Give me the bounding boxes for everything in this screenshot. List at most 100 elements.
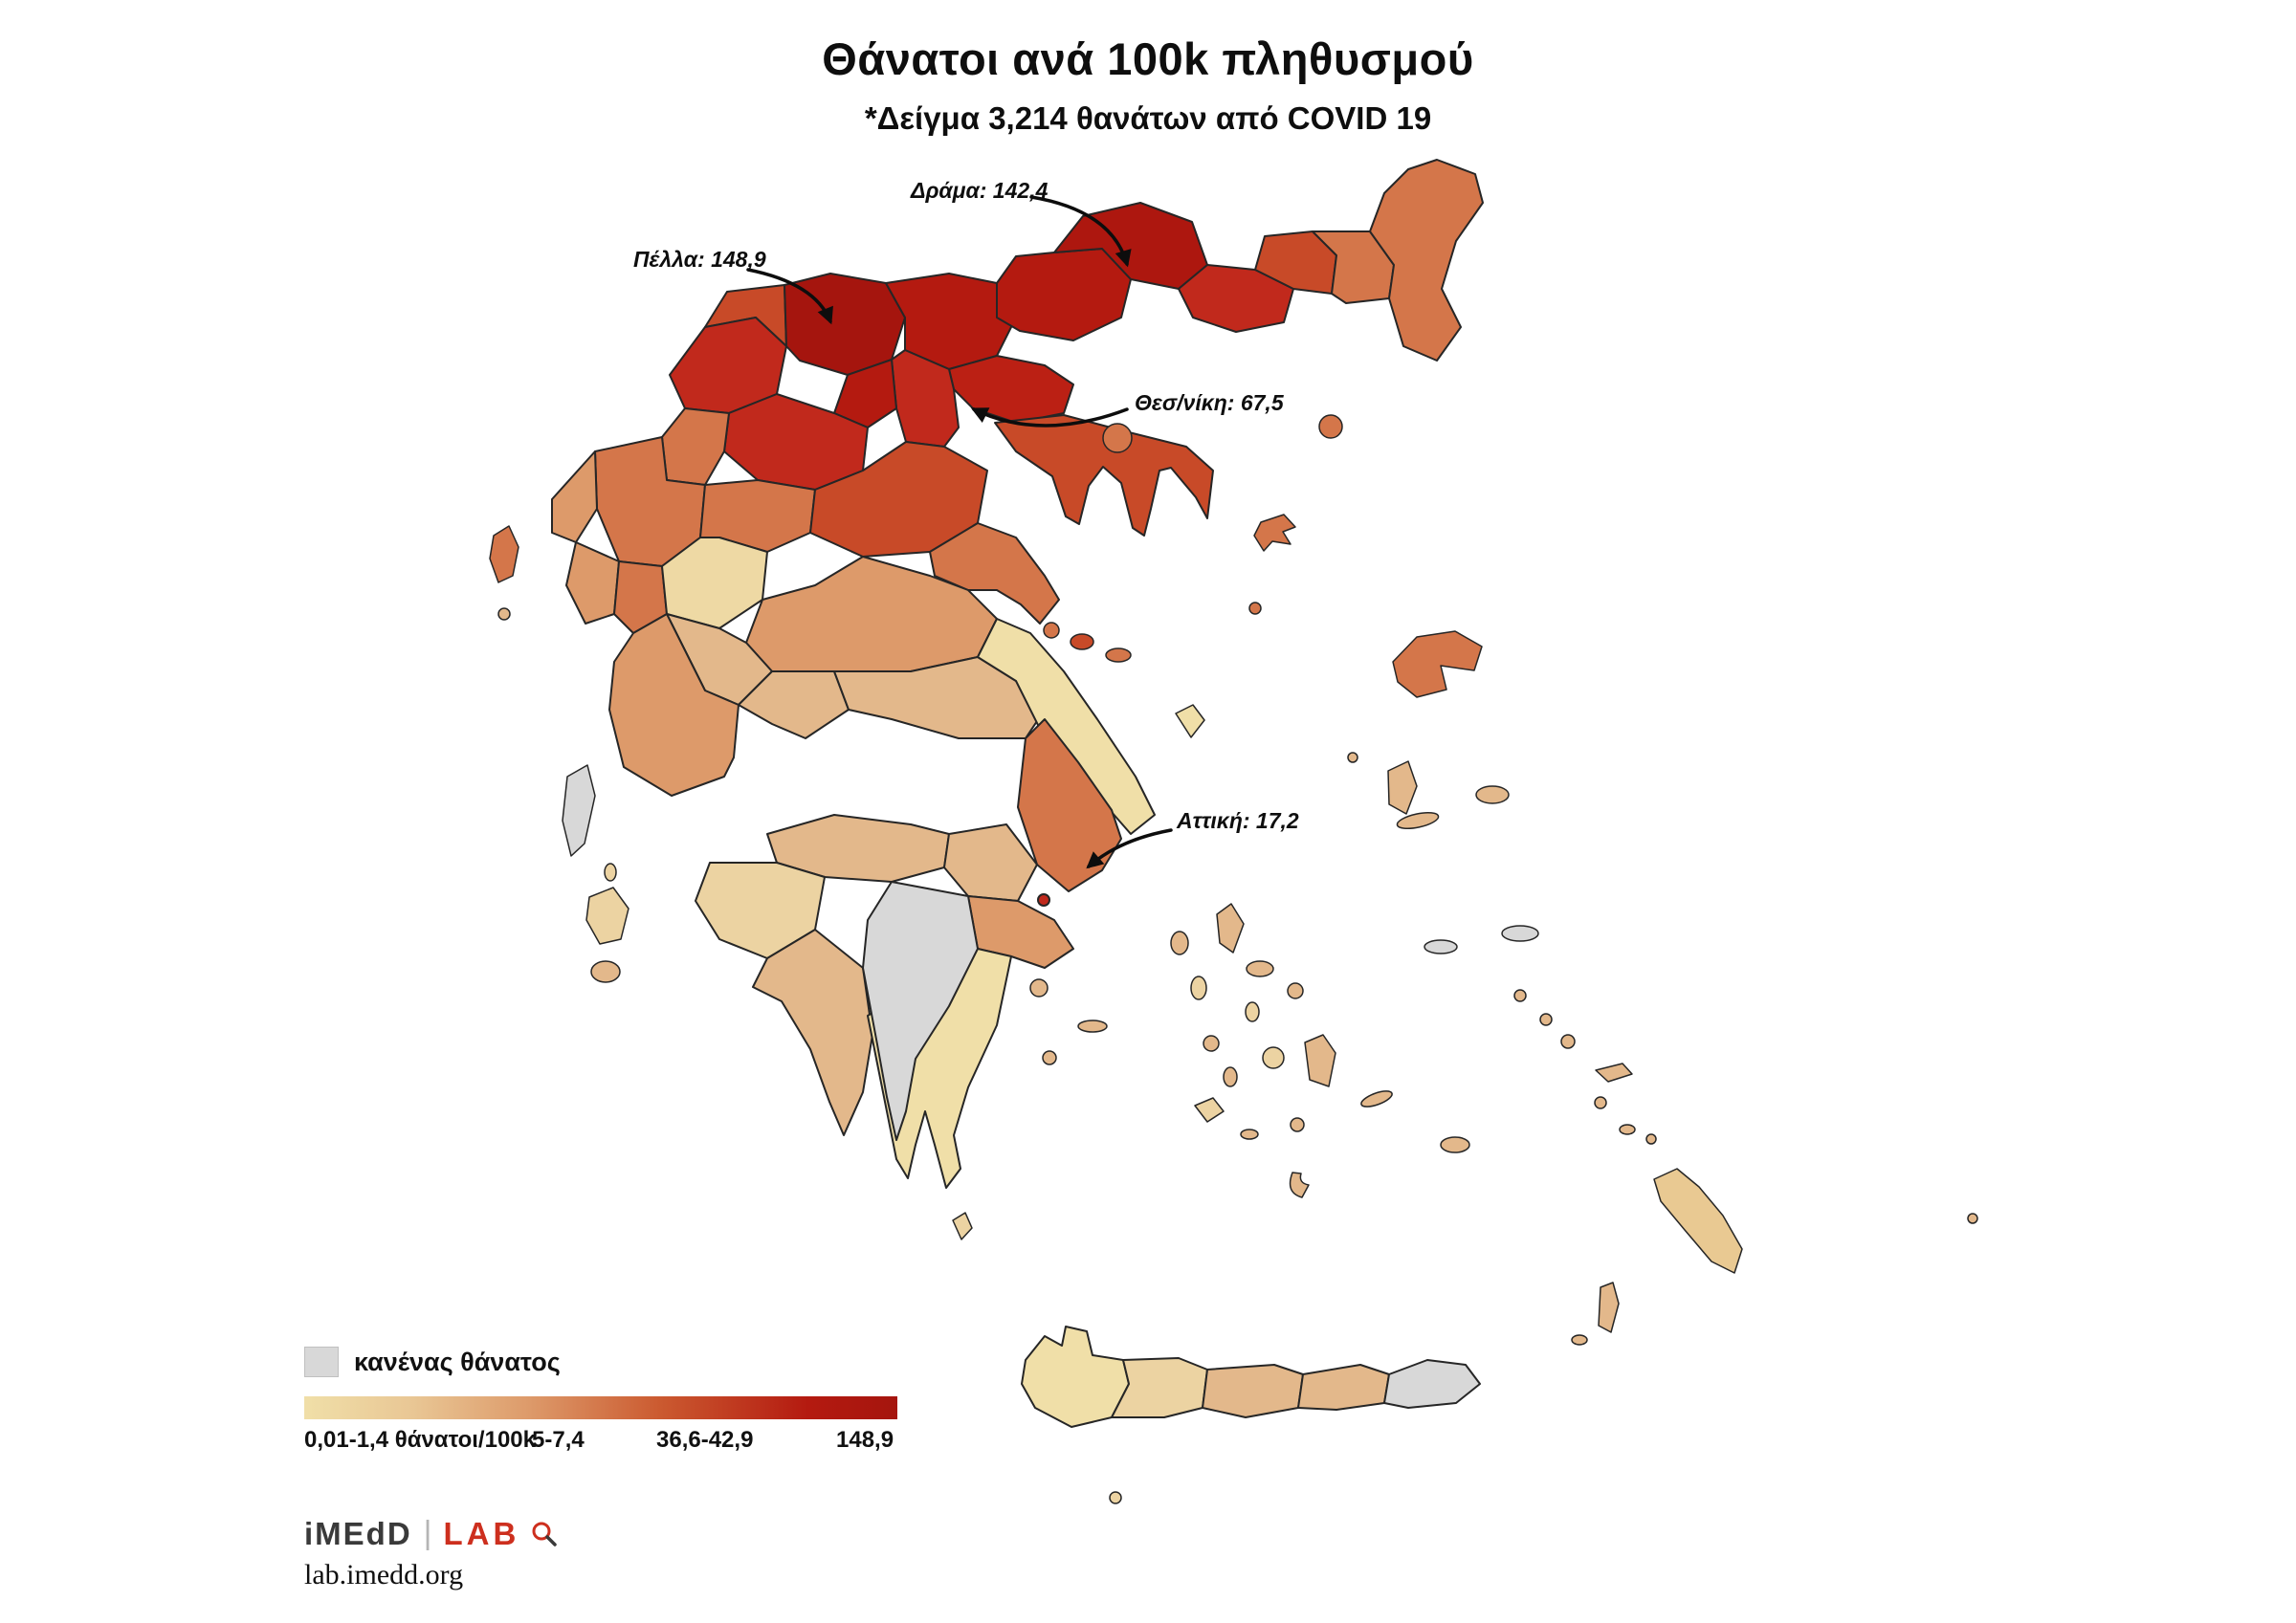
legend: κανένας θάνατος 0,01-1,4 θάνατοι/100k 5-… xyxy=(304,1347,974,1458)
island-andros xyxy=(1216,903,1245,954)
header: Θάνατοι ανά 100k πληθυσμού *Δείγμα 3,214… xyxy=(0,33,2296,137)
island-paxoi xyxy=(497,607,511,621)
site-url: lab.imedd.org xyxy=(304,1559,464,1590)
region-thesprotia xyxy=(551,450,598,543)
island-serifos xyxy=(1203,1035,1220,1052)
island-syros xyxy=(1245,1001,1260,1022)
island-aegina xyxy=(1029,978,1049,998)
region-attica xyxy=(1017,718,1122,892)
island-samothraki xyxy=(1318,414,1343,439)
island-gray-2 xyxy=(1501,925,1539,942)
island-kos xyxy=(1595,1063,1633,1083)
color-scale-ticks: 0,01-1,4 θάνατοι/100k 5-7,4 36,6-42,9 14… xyxy=(304,1427,974,1458)
page-title: Θάνατοι ανά 100k πληθυσμού xyxy=(822,33,1474,84)
region-pieria xyxy=(891,349,960,448)
magnifier-icon xyxy=(532,1522,558,1546)
island-limnos xyxy=(1253,514,1296,552)
arrow-drama xyxy=(1029,195,1132,268)
island-kefalonia xyxy=(585,887,629,945)
island-folegandros xyxy=(1240,1129,1259,1140)
island-ios xyxy=(1290,1117,1305,1132)
island-samos xyxy=(1475,785,1510,804)
region-chalkidiki xyxy=(994,414,1214,537)
arrow-thessaloniki xyxy=(970,407,1129,428)
island-kasos xyxy=(1571,1334,1588,1346)
island-santorini xyxy=(1289,1172,1310,1198)
region-corinthia xyxy=(943,823,1038,902)
island-zakynthos xyxy=(590,960,621,983)
color-scale-bar xyxy=(304,1396,897,1419)
region-rethymno xyxy=(1111,1357,1208,1418)
island-ikaria xyxy=(1396,812,1440,829)
region-grevena xyxy=(661,407,730,486)
region-evros xyxy=(1369,159,1484,362)
island-mykonos xyxy=(1287,982,1304,999)
island-kythira xyxy=(952,1212,973,1240)
island-amorgos xyxy=(1360,1090,1393,1108)
scale-tick-mid: 36,6-42,9 xyxy=(656,1427,754,1453)
scale-tick-max: 148,9 xyxy=(836,1427,894,1453)
island-sifnos xyxy=(1223,1066,1238,1087)
region-lasithi-east xyxy=(1383,1359,1481,1409)
arrow-pella xyxy=(746,268,833,325)
island-hydra xyxy=(1077,1020,1108,1033)
annotation-drama: Δράμα: 142,4 xyxy=(911,178,1049,203)
region-thessaloniki xyxy=(948,355,1074,424)
island-nisyros xyxy=(1594,1096,1607,1109)
arrow-attica xyxy=(1086,828,1173,869)
island-lefkada xyxy=(562,764,596,857)
annotation-thessaloniki: Θεσ/νίκη: 67,5 xyxy=(1135,390,1284,415)
island-skyros xyxy=(1175,704,1205,738)
island-symi xyxy=(1645,1133,1657,1145)
island-patmos xyxy=(1513,989,1527,1002)
island-ithaki xyxy=(604,863,617,882)
island-tilos xyxy=(1619,1124,1636,1135)
region-larissa xyxy=(809,441,988,558)
island-lesvos xyxy=(1392,630,1483,698)
island-paros xyxy=(1262,1046,1285,1069)
island-kalymnos xyxy=(1560,1034,1576,1049)
island-skiathos xyxy=(1043,622,1060,639)
region-messinia xyxy=(752,929,873,1136)
island-leros xyxy=(1539,1013,1553,1026)
region-lasithi-west xyxy=(1297,1364,1390,1411)
island-gavdos xyxy=(1109,1491,1122,1504)
island-tinos xyxy=(1246,960,1274,977)
region-arcadia xyxy=(862,881,979,1141)
island-karpathos xyxy=(1598,1282,1620,1333)
region-heraklion xyxy=(1202,1364,1304,1418)
island-thasos xyxy=(1102,423,1133,453)
island-astypalaia xyxy=(1440,1136,1470,1153)
island-alonissos xyxy=(1105,647,1132,663)
region-preveza xyxy=(565,541,620,625)
island-corfu xyxy=(489,525,519,583)
island-kea xyxy=(1170,931,1189,955)
logo-lab-text: LAB xyxy=(443,1515,520,1551)
island-milos xyxy=(1194,1097,1225,1123)
island-rhodes xyxy=(1653,1168,1743,1274)
island-kastellorizo xyxy=(1967,1213,1978,1224)
island-gray-1 xyxy=(1424,939,1458,954)
legend-no-death-row: κανένας θάνατος xyxy=(304,1347,974,1377)
island-naxos xyxy=(1304,1034,1336,1087)
region-chania xyxy=(1021,1326,1130,1428)
region-karditsa xyxy=(661,537,768,629)
scale-tick-low: 5-7,4 xyxy=(532,1427,585,1453)
region-aetolia xyxy=(608,613,740,797)
page-subtitle: *Δείγμα 3,214 θανάτων από COVID 19 xyxy=(864,100,1432,136)
region-imathia xyxy=(833,359,897,428)
island-spetses xyxy=(1042,1050,1057,1065)
island-chios xyxy=(1387,760,1418,815)
island-skopelos xyxy=(1070,633,1094,650)
no-death-swatch xyxy=(304,1347,339,1377)
region-kavala xyxy=(1178,264,1294,333)
annotation-pella: Πέλλα: 148,9 xyxy=(633,247,766,272)
scale-tick-min: 0,01-1,4 θάνατοι/100k xyxy=(304,1427,536,1453)
logo-divider: | xyxy=(423,1515,432,1551)
region-athens-dot xyxy=(1037,893,1050,907)
imedd-lab-logo: iMEdD | LAB xyxy=(304,1515,558,1552)
island-agios-efstratios xyxy=(1248,602,1262,615)
logo-imedd-text: iMEdD xyxy=(304,1515,412,1551)
